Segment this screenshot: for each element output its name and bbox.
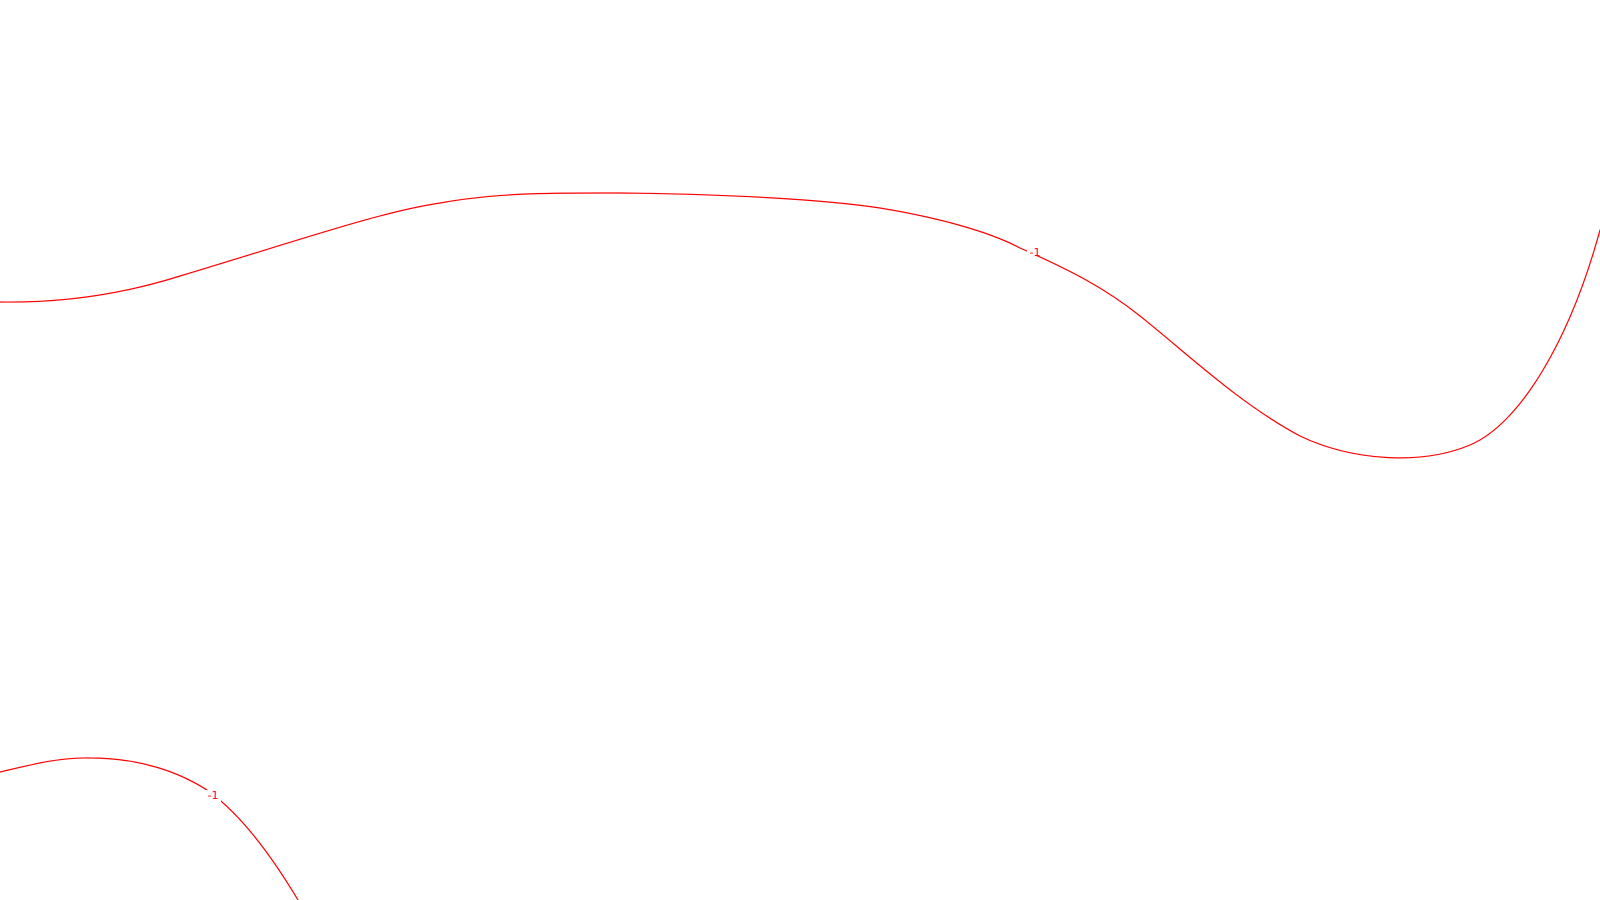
contour-label-gap-upper <box>1027 243 1043 255</box>
contour-label-upper: -1 <box>1030 246 1041 259</box>
contour-line-upper: -1 <box>0 192 1600 459</box>
contour-label-gap-lower <box>205 790 221 802</box>
contour-label-lower: -1 <box>208 789 219 802</box>
contour-path-upper <box>0 192 1600 459</box>
contour-line-lower: -1 <box>0 757 299 900</box>
contour-path-lower <box>0 757 299 900</box>
